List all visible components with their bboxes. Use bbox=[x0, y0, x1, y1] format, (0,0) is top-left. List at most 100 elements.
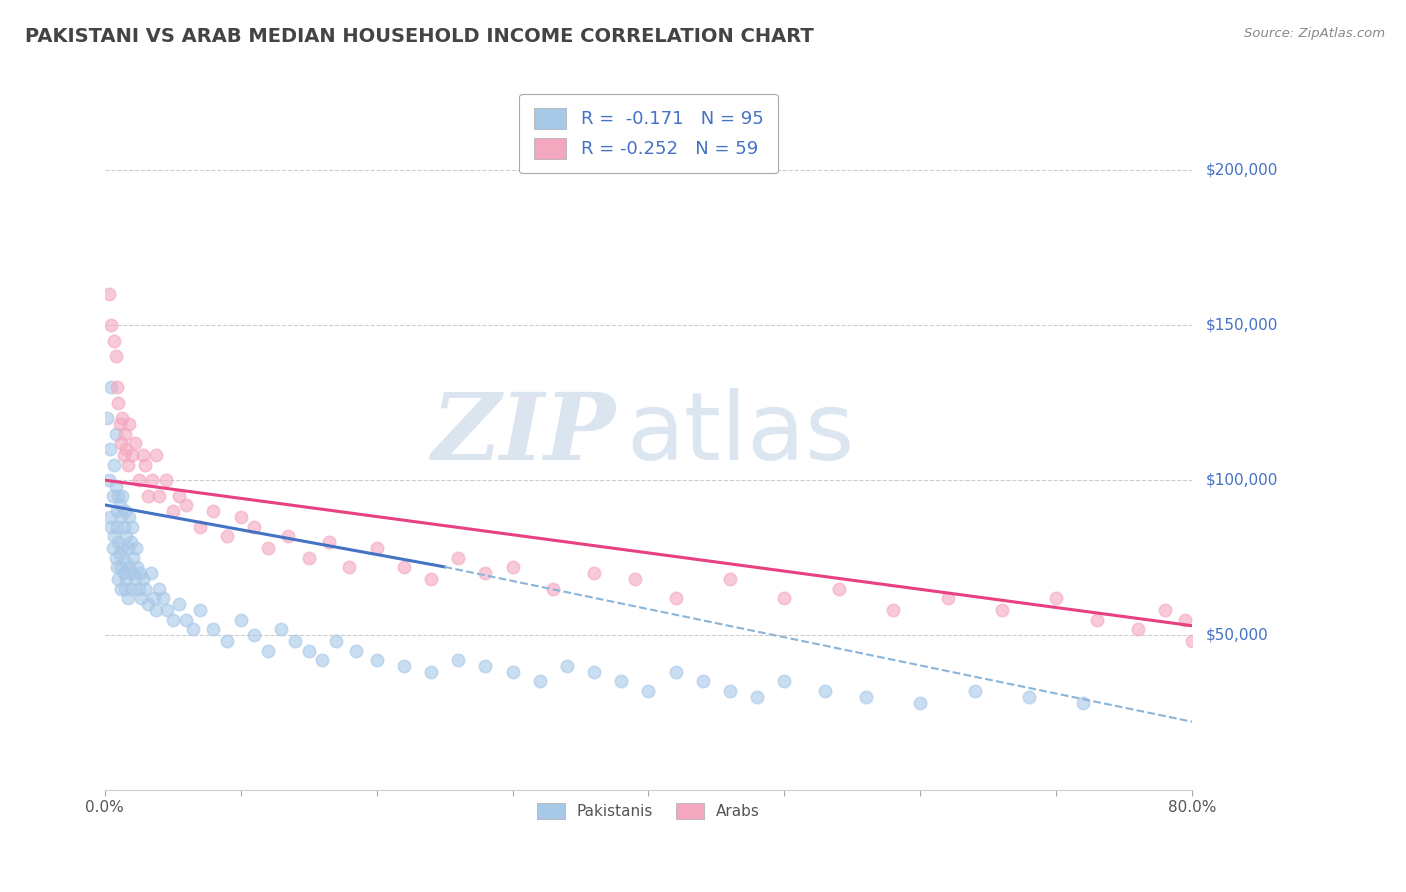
Point bbox=[277, 529, 299, 543]
Point bbox=[243, 628, 266, 642]
Point bbox=[148, 489, 170, 503]
Point bbox=[229, 613, 252, 627]
Point bbox=[665, 665, 688, 680]
Point bbox=[366, 541, 388, 556]
Point bbox=[97, 473, 120, 487]
Point bbox=[344, 643, 367, 657]
Point bbox=[148, 582, 170, 596]
Point bbox=[118, 560, 141, 574]
Point bbox=[297, 550, 319, 565]
Text: PAKISTANI VS ARAB MEDIAN HOUSEHOLD INCOME CORRELATION CHART: PAKISTANI VS ARAB MEDIAN HOUSEHOLD INCOM… bbox=[25, 27, 814, 45]
Point bbox=[100, 318, 122, 333]
Point bbox=[215, 634, 238, 648]
Point bbox=[111, 541, 134, 556]
Point bbox=[162, 613, 184, 627]
Point bbox=[202, 622, 225, 636]
Point bbox=[583, 566, 606, 580]
Point bbox=[229, 510, 252, 524]
Point bbox=[474, 659, 496, 673]
Point bbox=[105, 560, 128, 574]
Point bbox=[991, 603, 1014, 617]
Point bbox=[1018, 690, 1040, 704]
Point bbox=[392, 659, 415, 673]
Point bbox=[108, 498, 131, 512]
Point bbox=[107, 489, 129, 503]
Point bbox=[337, 560, 360, 574]
Point bbox=[543, 582, 565, 596]
Point bbox=[624, 572, 647, 586]
Point bbox=[127, 560, 149, 574]
Point bbox=[555, 659, 578, 673]
Point bbox=[256, 643, 278, 657]
Point bbox=[188, 603, 211, 617]
Point bbox=[104, 349, 127, 363]
Point bbox=[243, 519, 266, 533]
Point bbox=[111, 411, 134, 425]
Point bbox=[115, 572, 138, 586]
Point bbox=[118, 510, 141, 524]
Point bbox=[1174, 613, 1197, 627]
Point bbox=[128, 473, 150, 487]
Point bbox=[108, 548, 131, 562]
Point bbox=[502, 560, 524, 574]
Point bbox=[311, 653, 333, 667]
Point bbox=[447, 550, 470, 565]
Point bbox=[284, 634, 307, 648]
Point bbox=[156, 603, 179, 617]
Point bbox=[773, 674, 796, 689]
Text: $50,000: $50,000 bbox=[1206, 628, 1268, 642]
Point bbox=[103, 334, 125, 348]
Point bbox=[134, 582, 156, 596]
Point bbox=[128, 582, 150, 596]
Point bbox=[104, 550, 127, 565]
Point bbox=[105, 504, 128, 518]
Text: ZIP: ZIP bbox=[432, 389, 616, 479]
Point bbox=[392, 560, 415, 574]
Point bbox=[107, 535, 129, 549]
Point bbox=[98, 442, 121, 457]
Point bbox=[1181, 634, 1204, 648]
Point bbox=[117, 541, 139, 556]
Point bbox=[366, 653, 388, 667]
Point bbox=[114, 504, 136, 518]
Point bbox=[96, 411, 118, 425]
Point bbox=[936, 591, 959, 605]
Point bbox=[117, 591, 139, 605]
Point bbox=[773, 591, 796, 605]
Point bbox=[174, 498, 197, 512]
Point bbox=[121, 448, 143, 462]
Point bbox=[828, 582, 851, 596]
Point bbox=[97, 287, 120, 301]
Point bbox=[215, 529, 238, 543]
Point bbox=[181, 622, 204, 636]
Point bbox=[117, 458, 139, 472]
Point bbox=[124, 436, 146, 450]
Text: $200,000: $200,000 bbox=[1206, 163, 1278, 178]
Point bbox=[202, 504, 225, 518]
Point bbox=[100, 519, 122, 533]
Point bbox=[420, 665, 443, 680]
Point bbox=[120, 535, 142, 549]
Point bbox=[270, 622, 292, 636]
Point bbox=[107, 572, 129, 586]
Point bbox=[125, 541, 148, 556]
Point bbox=[188, 519, 211, 533]
Point bbox=[174, 613, 197, 627]
Point bbox=[855, 690, 877, 704]
Point bbox=[101, 489, 124, 503]
Point bbox=[1045, 591, 1067, 605]
Point bbox=[112, 519, 135, 533]
Point bbox=[122, 550, 145, 565]
Point bbox=[104, 426, 127, 441]
Point bbox=[610, 674, 633, 689]
Point bbox=[882, 603, 904, 617]
Point bbox=[108, 417, 131, 432]
Point bbox=[155, 473, 177, 487]
Point bbox=[152, 591, 174, 605]
Point bbox=[112, 448, 135, 462]
Point bbox=[104, 479, 127, 493]
Point bbox=[474, 566, 496, 580]
Point bbox=[1154, 603, 1177, 617]
Point bbox=[169, 489, 191, 503]
Point bbox=[132, 572, 155, 586]
